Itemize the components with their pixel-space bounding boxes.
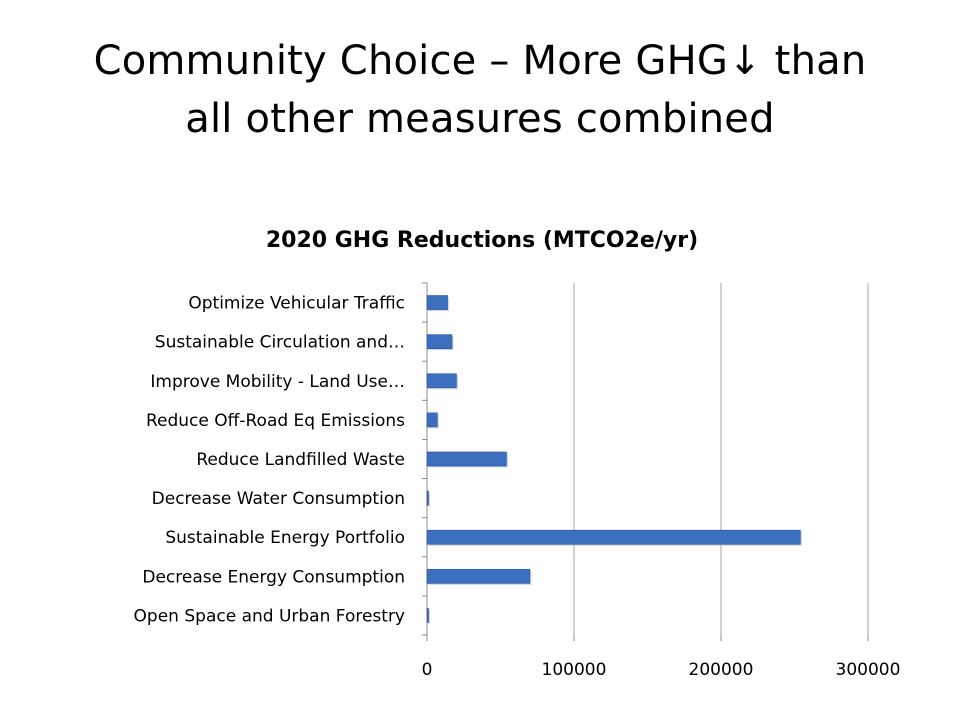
bar (426, 529, 801, 545)
bar-shadow (428, 492, 430, 507)
x-tick-label: 0 (422, 660, 433, 680)
gridlines (573, 283, 869, 635)
slide-title-line-2: all other measures combined (185, 96, 775, 142)
bars (426, 295, 802, 624)
category-labels: Optimize Vehicular Traffic Sustainable Ci… (134, 294, 406, 627)
slide-title: Community Choice – More GHG↓ than all ot… (30, 32, 930, 148)
bar (426, 608, 429, 623)
x-tick-label: 300000 (836, 660, 901, 680)
chart-title: 2020 GHG Reductions (MTCO2e/yr) (266, 228, 698, 253)
category-label: Sustainable Circulation and… (155, 333, 405, 353)
bar (426, 490, 429, 506)
bar (426, 451, 507, 467)
x-tick-labels: 0 100000 200000 300000 (422, 660, 901, 680)
slide-title-line-1: Community Choice – More GHG↓ than (93, 38, 867, 84)
category-label: Reduce Off-Road Eq Emissions (146, 411, 405, 431)
category-label: Improve Mobility - Land Use… (150, 372, 405, 392)
bar (426, 412, 438, 428)
bar (426, 373, 457, 389)
x-tick-label: 100000 (542, 660, 607, 680)
category-label: Decrease Energy Consumption (142, 567, 405, 587)
x-tick-label: 200000 (689, 660, 754, 680)
category-label: Reduce Landfilled Waste (196, 450, 405, 470)
bar-shadow (428, 609, 430, 624)
category-label: Sustainable Energy Portfolio (165, 528, 405, 548)
category-label: Open Space and Urban Forestry (134, 606, 405, 626)
bar (426, 334, 453, 350)
category-label: Decrease Water Consumption (152, 489, 405, 509)
category-label: Optimize Vehicular Traffic (188, 294, 405, 314)
bar (426, 295, 448, 310)
bar (426, 568, 531, 584)
